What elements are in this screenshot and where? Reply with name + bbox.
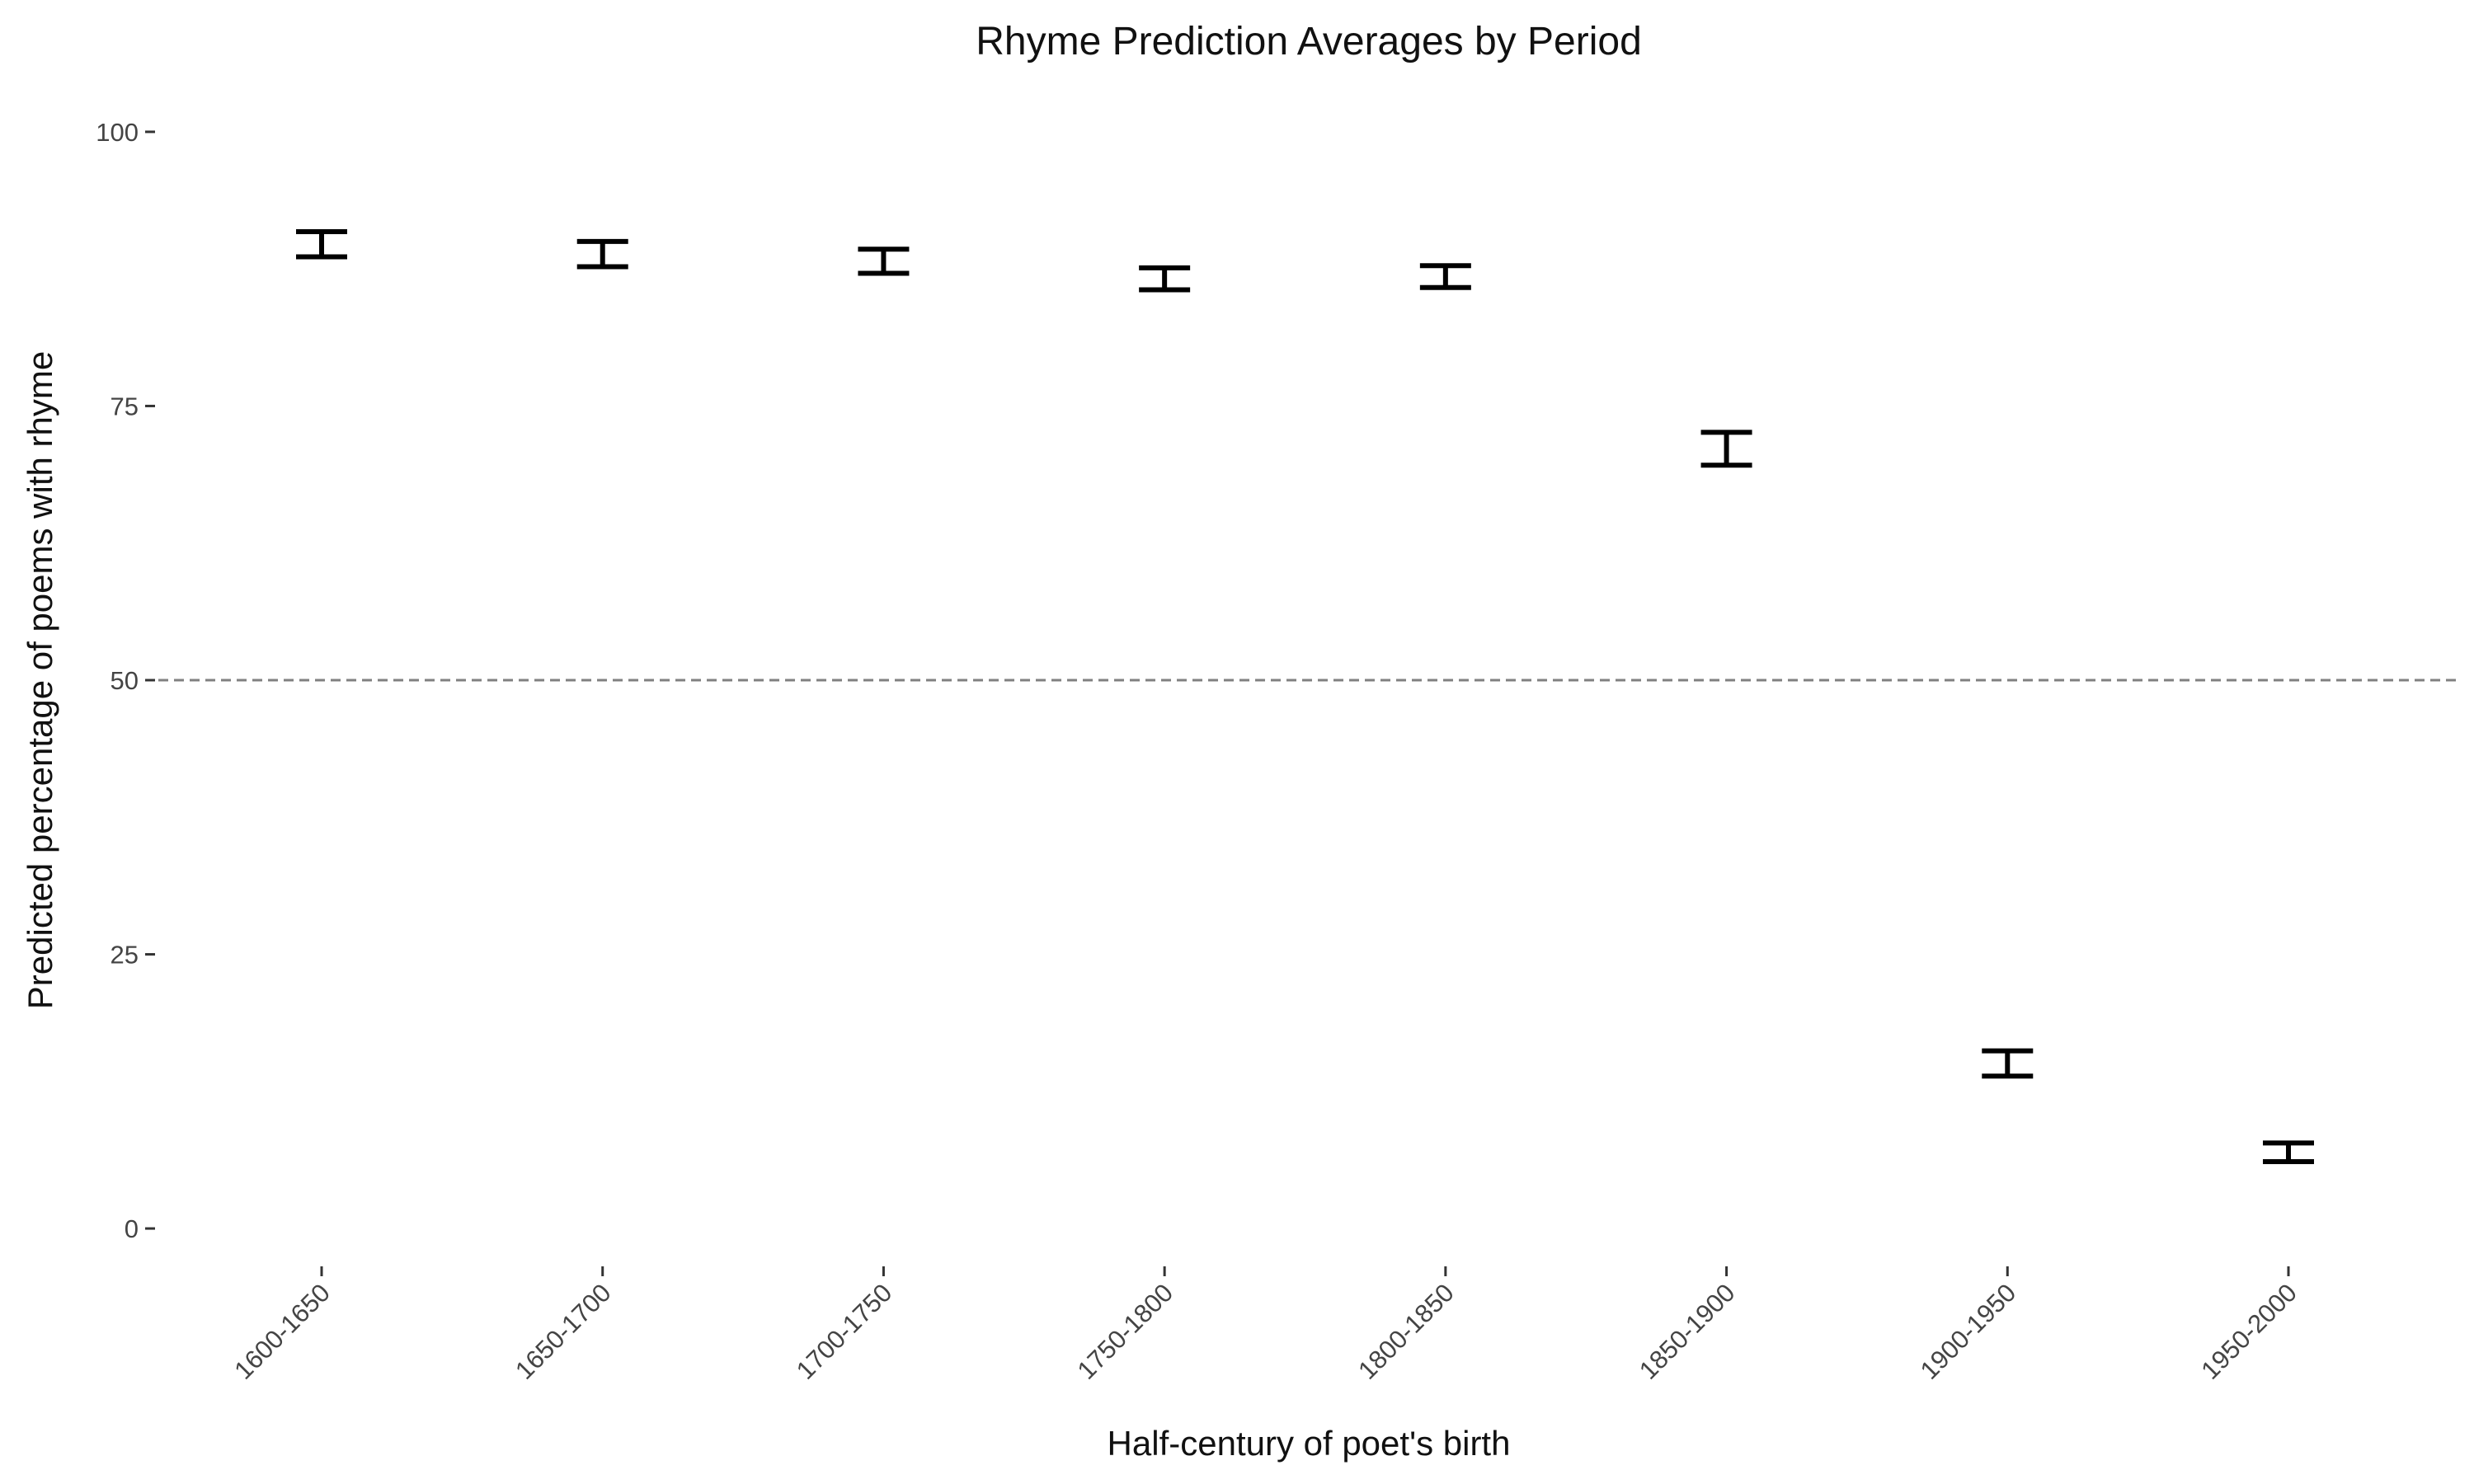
y-tick-label: 100: [96, 118, 139, 147]
error-bars: [296, 228, 2314, 1164]
error-bar: [1700, 430, 1752, 468]
error-bar: [1139, 265, 1191, 293]
y-tick-label: 50: [111, 666, 139, 695]
error-bar: [1419, 263, 1471, 290]
error-bar: [2263, 1140, 2314, 1164]
x-axis-label: Half-century of poet's birth: [1108, 1424, 1511, 1463]
x-tick-label: 1750-1800: [1072, 1278, 1179, 1385]
y-axis: 0 25 50 75 100: [96, 118, 155, 1243]
chart-title: Rhyme Prediction Averages by Period: [976, 20, 1642, 63]
y-tick-label: 0: [125, 1214, 139, 1243]
error-bar: [296, 228, 347, 260]
x-tick-label: 1650-1700: [510, 1278, 617, 1385]
x-tick-label: 1950-2000: [2195, 1278, 2302, 1385]
x-tick-label: 1900-1950: [1915, 1278, 2022, 1385]
y-axis-label: Predicted percentage of poems with rhyme: [21, 351, 59, 1009]
x-tick-label: 1850-1900: [1634, 1278, 1741, 1385]
y-tick-label: 25: [111, 941, 139, 970]
y-tick-label: 75: [111, 392, 139, 420]
x-tick-label: 1700-1750: [791, 1278, 898, 1385]
error-bar: [858, 247, 910, 276]
x-tick-label: 1600-1650: [228, 1278, 336, 1385]
error-bar: [576, 238, 628, 270]
error-bar: [1982, 1048, 2034, 1079]
x-axis: 1600-1650 1650-1700 1700-1750 1750-1800 1800…: [228, 1266, 2302, 1385]
x-tick-label: 1800-1850: [1352, 1278, 1460, 1385]
